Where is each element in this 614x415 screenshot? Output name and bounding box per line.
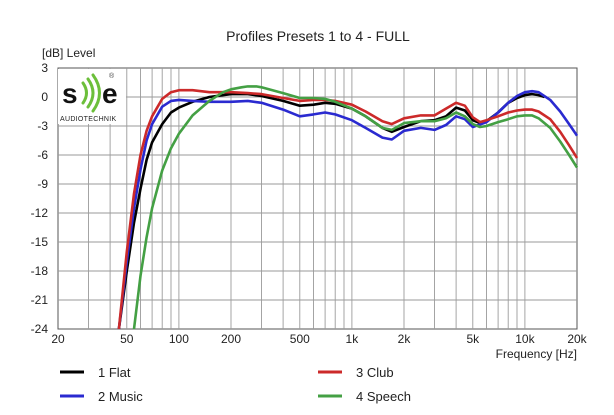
legend-label-4-speech: 4 Speech [356,389,411,404]
x-tick-label: 20 [51,332,65,346]
x-tick-label: 500 [290,332,310,346]
x-tick-label: 20k [567,332,587,346]
logo-letter-e: e [102,78,118,109]
y-tick-label: -24 [31,322,49,336]
y-tick-label: 0 [41,90,48,104]
x-tick-label: 100 [169,332,189,346]
brand-logo: s e ® AUDIOTECHNIK [58,69,126,124]
legend-label-1-flat: 1 Flat [98,365,131,380]
legend: 1 Flat 2 Music 3 Club 4 Speech [60,365,411,404]
x-tick-label: 2k [398,332,412,346]
x-tick-labels: 20 50 100 200 500 1k 2k 5k 10k 20k [51,332,587,346]
y-tick-label: -21 [31,293,49,307]
y-axis-label: [dB] Level [42,46,95,60]
registered-mark: ® [109,72,115,80]
x-tick-label: 200 [221,332,241,346]
y-tick-label: -9 [37,177,48,191]
x-tick-label: 5k [466,332,480,346]
plot-area [57,67,578,330]
x-tick-label: 1k [346,332,360,346]
logo-subtitle: AUDIOTECHNIK [60,116,117,123]
series-line-2-music [117,89,579,330]
y-tick-label: -15 [31,235,49,249]
x-tick-label: 10k [515,332,535,346]
y-tick-label: 3 [41,61,48,75]
series-line-3-club [117,88,579,330]
y-tick-label: -3 [37,119,48,133]
y-tick-labels: 3 0 -3 -6 -9 -12 -15 -18 -21 -24 [31,61,49,336]
chart-title: Profiles Presets 1 to 4 - FULL [226,28,410,44]
x-tick-label: 50 [120,332,134,346]
logo-letter-s: s [62,78,78,109]
series-line-4-speech [132,85,579,330]
series-lines [117,85,579,330]
y-tick-label: -12 [31,206,49,220]
y-tick-label: -6 [37,148,48,162]
legend-label-2-music: 2 Music [98,389,143,404]
legend-label-3-club: 3 Club [356,365,394,380]
sound-wave-icon [81,73,101,113]
x-axis-label: Frequency [Hz] [496,347,577,361]
y-tick-label: -18 [31,264,49,278]
